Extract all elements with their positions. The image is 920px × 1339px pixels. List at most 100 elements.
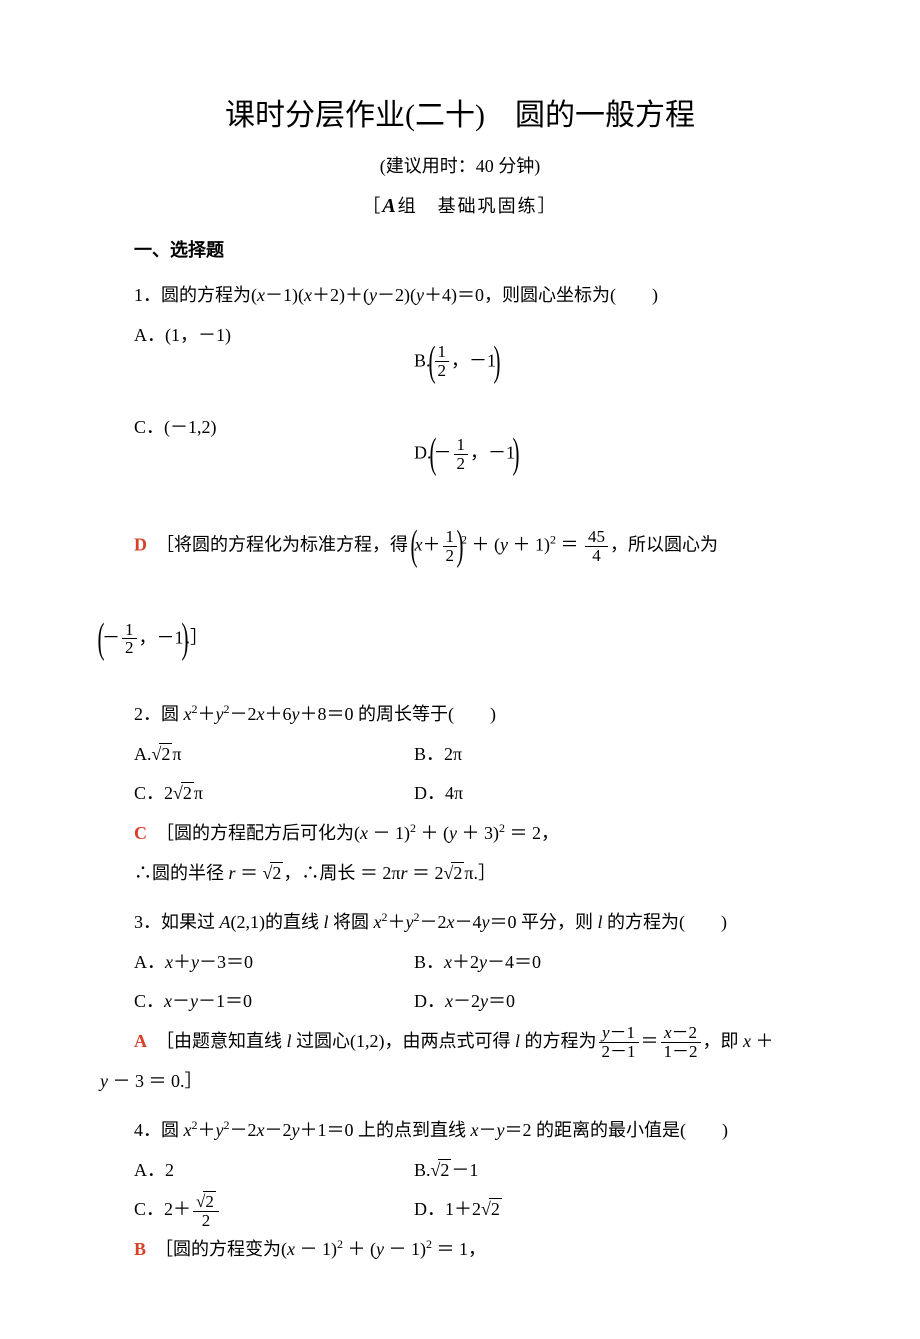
- question-3: 3．如果过 A(2,1)的直线 l 将圆 x2＋y2－2x－4y＝0 平分，则 …: [100, 903, 820, 1101]
- question-4: 4．圆 x2＋y2－2x－2y＋1＝0 上的点到直线 x－y＝2 的距离的最小值…: [100, 1111, 820, 1269]
- q1e2-end: .］: [186, 627, 209, 647]
- q4b-pre: B.: [414, 1160, 431, 1180]
- q3-r4: 的方程为( ): [603, 912, 728, 932]
- q3e-f2d: 1－2: [661, 1043, 701, 1061]
- q3-pt: (2,1)的直线: [231, 912, 324, 932]
- q3e-pre: ［由题意知直线: [165, 1031, 287, 1051]
- q1e-plus: ＋: [423, 535, 441, 555]
- sqrt-icon: √2: [196, 1193, 216, 1211]
- q4d-pre: D．1＋2: [414, 1199, 481, 1219]
- q3e-x: x: [743, 1031, 751, 1051]
- q1e2-num: 1: [122, 621, 137, 640]
- q1e-mid: ＋ (: [467, 535, 500, 555]
- q3e-plus: ＋: [751, 1031, 774, 1051]
- q2c-rad: 2: [181, 782, 194, 803]
- q3-choice-d: D．x－2y＝0: [414, 982, 694, 1022]
- q4-choices: A．2 B.√2－1 C．2＋√22 D．1＋2√2: [134, 1151, 820, 1230]
- q3c-m: －: [172, 991, 190, 1011]
- q2-text: 2．圆 x2＋y2－2x＋6y＋8＝0 的周长等于( ): [134, 695, 820, 735]
- q4-x: x: [184, 1120, 192, 1140]
- q3c-pre: C．: [134, 991, 164, 1011]
- q1-choice-d: D.(－12，－1): [414, 408, 694, 500]
- q2e2-pre: ∴圆的半径: [134, 863, 229, 883]
- q1e-post: ，所以圆心为: [610, 535, 718, 555]
- q4c-numrad: 2: [203, 1191, 216, 1211]
- q4-y3: y: [497, 1120, 505, 1140]
- q2e1-x: x: [360, 823, 368, 843]
- page-title: 课时分层作业(二十) 圆的一般方程: [100, 90, 820, 134]
- sqrt-icon: √2: [173, 774, 194, 814]
- q1-explain2: (－12，－1).］: [100, 593, 820, 685]
- q1d-num: 1: [454, 436, 469, 455]
- q2e2-end: π.］: [464, 863, 496, 883]
- q1e-eq: ＝: [556, 535, 583, 555]
- q3e-f1d: 2－1: [599, 1043, 639, 1061]
- q2-answer: C: [134, 823, 147, 843]
- q4e-m2: ＋ (: [343, 1239, 376, 1259]
- q3-A: A: [220, 912, 231, 932]
- q1e2-frac: 12: [122, 621, 137, 658]
- q3b-x: x: [444, 952, 452, 972]
- lparen-icon: (: [410, 500, 417, 592]
- q2e2-rad2: 2: [451, 862, 464, 883]
- rparen-icon: ): [513, 408, 520, 500]
- q2a-suf: π: [172, 744, 181, 764]
- q1-text: 1．圆的方程为(x－1)(x＋2)＋(y－2)(y＋4)＝0，则圆心坐标为( ): [134, 276, 820, 316]
- sqrt-icon: √2: [152, 735, 173, 775]
- q1-choice-b: B.(12，－1): [414, 316, 694, 408]
- q4c-num: √2: [193, 1193, 219, 1212]
- sqrt-icon: √2: [263, 854, 284, 894]
- q4e-x: x: [287, 1239, 295, 1259]
- q3d-m: －2: [453, 991, 480, 1011]
- q3b-pre: B．: [414, 952, 444, 972]
- q3-explain2: y － 3 ＝ 0.］: [100, 1062, 820, 1102]
- q2c-suf: π: [194, 783, 203, 803]
- q3b-r: －4＝0: [487, 952, 541, 972]
- q3e-f2nr: －2: [672, 1023, 698, 1042]
- q1-explain: D ［将圆的方程化为标准方程，得 (x＋12)2 ＋ (y ＋ 1)2 ＝ 45…: [134, 500, 820, 592]
- q2-explain2: ∴圆的半径 r ＝ √2，∴周长 ＝ 2πr ＝ 2√2π.］: [134, 854, 820, 894]
- q2e2-eq: ＝: [236, 863, 263, 883]
- q3a-x: x: [165, 952, 173, 972]
- q1e-pre: ［将圆的方程化为标准方程，得: [165, 535, 413, 555]
- q4e-m3: － 1): [384, 1239, 426, 1259]
- page: 课时分层作业(二十) 圆的一般方程 (建议用时：40 分钟) ［A组 基础巩固练…: [0, 0, 920, 1339]
- q3-plus: ＋: [388, 912, 406, 932]
- q1d-den: 2: [454, 455, 469, 473]
- q3-x: x: [374, 912, 382, 932]
- q4e-y: y: [376, 1239, 384, 1259]
- section-text: 组 基础巩固练］: [398, 196, 558, 216]
- q4-m1: －2: [230, 1120, 257, 1140]
- q1e-y: y: [500, 535, 508, 555]
- q4-x2: x: [257, 1120, 265, 1140]
- rparen-icon: ): [494, 316, 501, 408]
- q2e2-r: r: [229, 863, 236, 883]
- q2e2-r2: r: [401, 863, 408, 883]
- q4e-pre: ［圆的方程变为(: [164, 1239, 287, 1259]
- q3-r3: ＝0 平分，则: [490, 912, 598, 932]
- q3-choice-b: B．x＋2y－4＝0: [414, 943, 694, 983]
- q1-x2: x: [304, 285, 312, 305]
- rparen-icon: ): [181, 593, 188, 685]
- q2e2-m: ，∴周长 ＝ 2π: [283, 863, 400, 883]
- q3c-x: x: [164, 991, 172, 1011]
- lparen-icon: (: [429, 408, 436, 500]
- q2e1-m4: ＝ 2，: [505, 823, 559, 843]
- q1b-den: 2: [435, 362, 450, 380]
- q1b-num: 1: [435, 343, 450, 362]
- q3-choice-a: A．x＋y－3＝0: [134, 943, 414, 983]
- q1e2-den: 2: [122, 639, 137, 657]
- q2e1-m2: ＋ (: [416, 823, 449, 843]
- q1-y2: y: [416, 285, 424, 305]
- q1-choice-c: C．(－1,2): [134, 408, 414, 500]
- q2c-pre: C．2: [134, 783, 173, 803]
- bracket-left: ［: [362, 196, 382, 216]
- section-header: ［A组 基础巩固练］: [100, 192, 820, 218]
- q4-y2: y: [292, 1120, 300, 1140]
- q3-answer: A: [134, 1031, 147, 1051]
- q3-r: －2: [420, 912, 447, 932]
- q3e-post: ，即: [703, 1031, 744, 1051]
- q4-x3: x: [471, 1120, 479, 1140]
- q3-choice-c: C．x－y－1＝0: [134, 982, 414, 1022]
- q3c-y: y: [190, 991, 198, 1011]
